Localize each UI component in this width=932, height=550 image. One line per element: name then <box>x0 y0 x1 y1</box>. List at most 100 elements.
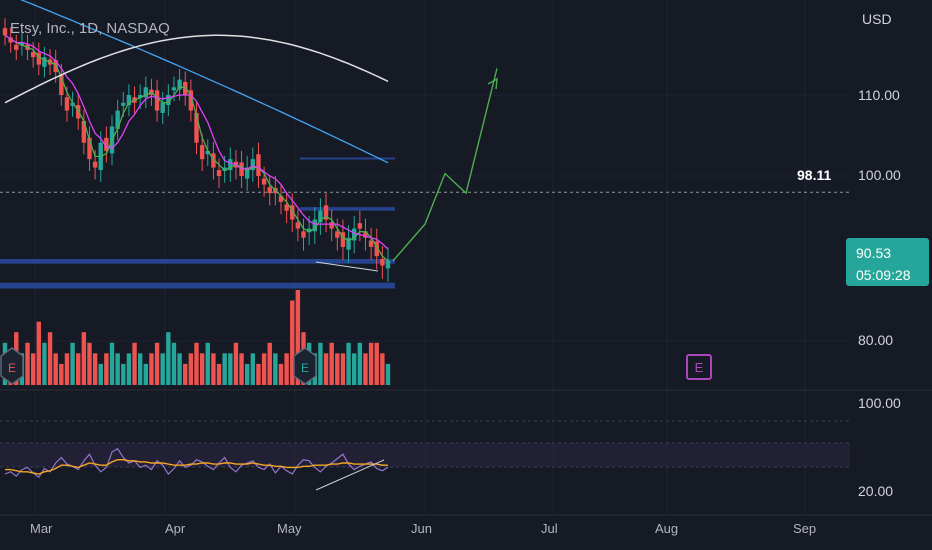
candle-body <box>256 154 261 176</box>
volume-bar <box>278 363 284 385</box>
candle-body <box>160 102 165 113</box>
candle-body <box>64 97 70 111</box>
volume-bar <box>352 353 357 385</box>
candle-body <box>385 260 391 269</box>
volume-bar <box>284 353 289 385</box>
volume-bar <box>216 363 222 385</box>
volume-bar <box>25 342 30 385</box>
candle-body <box>19 42 25 46</box>
candle-body <box>295 222 301 229</box>
volume-bar <box>194 342 199 385</box>
earnings-badge <box>293 347 317 385</box>
price-tick-110: 110.00 <box>858 87 900 103</box>
volume-bar <box>53 353 58 385</box>
candle-body <box>363 231 368 238</box>
volume-bar <box>273 353 278 385</box>
volume-bar <box>92 353 98 385</box>
ma-mid-line <box>4 34 389 250</box>
candle-body <box>14 44 19 50</box>
candle-body <box>2 28 8 36</box>
volume-bar <box>233 342 239 385</box>
candle-body <box>340 232 346 247</box>
volume-bar <box>357 342 363 385</box>
volume-bar <box>81 332 87 385</box>
volume-bar <box>87 342 92 385</box>
earnings-label-future: E <box>695 360 704 375</box>
volume-bar <box>368 342 374 385</box>
volume-bar <box>363 353 368 385</box>
time-label-sep: Sep <box>793 521 816 536</box>
candle-body <box>194 112 199 143</box>
volume-bar <box>154 342 160 385</box>
candle-body <box>42 57 47 67</box>
candle-body <box>188 90 194 111</box>
rsi-line <box>4 447 389 479</box>
candle-body <box>205 150 210 155</box>
moving-averages <box>4 0 389 262</box>
volume-bar <box>121 363 126 385</box>
volume-bar <box>250 353 256 385</box>
candle-body <box>30 52 36 58</box>
volume-bar <box>380 353 385 385</box>
candle-body <box>70 102 75 106</box>
candle-body <box>36 52 41 65</box>
last-price-badge: 90.53 05:09:28 <box>846 238 929 286</box>
candle-body <box>171 87 177 91</box>
volume-bar <box>109 342 115 385</box>
candle-body <box>306 228 312 233</box>
candle-body <box>278 195 284 202</box>
support-zone <box>0 258 395 264</box>
candle-body <box>301 231 306 238</box>
volume-bar <box>346 342 351 385</box>
volume-bar <box>228 353 233 385</box>
time-label-apr: Apr <box>165 521 186 536</box>
volume-bar <box>199 353 205 385</box>
candle-body <box>323 205 329 220</box>
candle-body <box>216 170 222 176</box>
volume-bar <box>115 353 120 385</box>
candle-body <box>335 231 340 238</box>
volume-bar <box>239 353 244 385</box>
earnings-marker-feb[interactable]: E <box>0 347 24 385</box>
volume-bar <box>30 353 36 385</box>
earnings-marker-future[interactable]: E <box>686 354 712 380</box>
rsi-tick-100: 100.00 <box>858 395 901 411</box>
earnings-marker-may[interactable]: E <box>293 347 317 385</box>
time-label-mar: Mar <box>30 521 53 536</box>
volume-bar <box>244 363 250 385</box>
volume-bar <box>47 332 53 385</box>
volume-bar <box>70 342 75 385</box>
time-label-jul: Jul <box>541 521 558 536</box>
volume-bar <box>160 353 165 385</box>
candle-body <box>357 223 363 229</box>
candle-body <box>290 205 295 220</box>
candle-body <box>261 178 267 185</box>
volume-bar <box>295 290 301 385</box>
candle-body <box>368 240 374 247</box>
candle-body <box>8 37 13 43</box>
candle-body <box>250 159 256 171</box>
volume-bar <box>323 353 329 385</box>
volume-bar <box>261 353 267 385</box>
candle-body <box>166 94 171 106</box>
time-label-aug: Aug <box>655 521 678 536</box>
volume-bar <box>205 342 210 385</box>
candle-body <box>154 90 160 111</box>
candle-body <box>318 210 323 223</box>
candle-body <box>244 167 250 179</box>
volume-bar <box>188 353 194 385</box>
candle-body <box>222 167 227 171</box>
candle-body <box>121 102 126 106</box>
price-tick-80: 80.00 <box>858 332 893 348</box>
volume-bar <box>132 342 137 385</box>
candle-body <box>380 258 385 266</box>
volume-bar <box>335 353 340 385</box>
volume-bar <box>42 342 47 385</box>
volume-bar <box>137 353 143 385</box>
candle-body <box>104 137 109 151</box>
volume-bar <box>374 342 379 385</box>
volume-bar <box>318 342 323 385</box>
chart-title: Etsy, Inc., 1D, NASDAQ <box>10 20 170 37</box>
